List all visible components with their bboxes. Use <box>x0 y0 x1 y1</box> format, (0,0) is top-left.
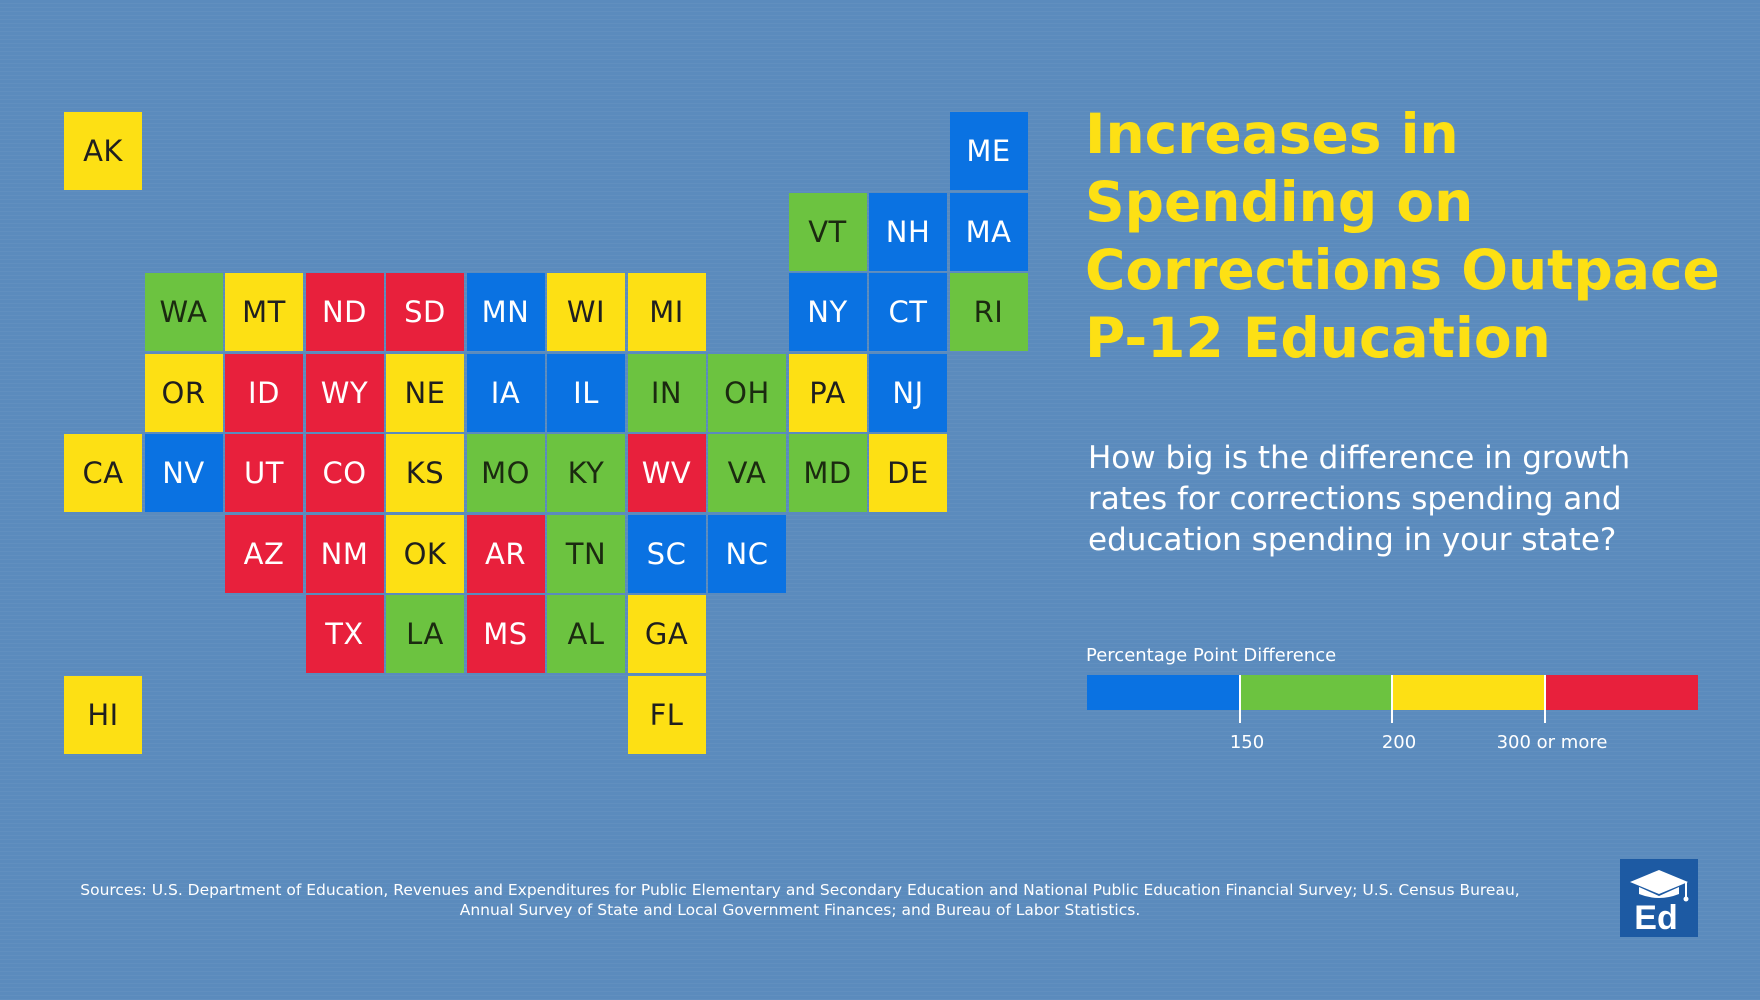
legend-tick-label-300: 300 or more <box>1496 732 1608 753</box>
sources-note: Sources: U.S. Department of Education, R… <box>40 880 1560 920</box>
state-tile-in: IN <box>627 353 706 432</box>
state-tile-ct: CT <box>869 273 947 351</box>
state-tile-co: CO <box>305 434 384 512</box>
state-tile-ar: AR <box>466 514 545 593</box>
legend-title: Percentage Point Difference <box>1086 645 1337 666</box>
state-tile-ak: AK <box>64 112 142 190</box>
state-tile-nm: NM <box>305 514 384 593</box>
legend-tick-200 <box>1391 675 1393 723</box>
state-tile-mi: MI <box>627 273 706 351</box>
sources-line-1: Sources: U.S. Department of Education, R… <box>80 881 1520 899</box>
state-tile-ia: IA <box>466 353 545 432</box>
state-tile-id: ID <box>225 353 303 432</box>
legend-swatch-yellow <box>1392 675 1545 710</box>
state-tile-ut: UT <box>225 434 303 512</box>
state-tile-fl: FL <box>627 675 706 754</box>
sources-line-2: Annual Survey of State and Local Governm… <box>459 901 1141 919</box>
state-tile-nh: NH <box>869 192 947 271</box>
state-tile-map: AK ME VT NH MA WA MT ND SD MN WI MI NY CT RI OR ID WY NE IA… <box>0 0 1050 760</box>
state-tile-nv: NV <box>144 434 223 512</box>
state-tile-vt: VT <box>788 192 867 271</box>
ed-logo-icon: Ed <box>1620 859 1698 937</box>
state-tile-ks: KS <box>386 434 464 512</box>
page-subtitle: How big is the difference in growth rate… <box>1088 440 1631 558</box>
state-tile-sc: SC <box>627 514 706 593</box>
legend-swatch-blue <box>1087 675 1240 710</box>
state-tile-il: IL <box>547 353 625 432</box>
state-tile-nc: NC <box>708 514 786 593</box>
state-tile-wi: WI <box>547 273 625 351</box>
legend-swatch-green <box>1240 675 1392 710</box>
legend-color-bar <box>1087 675 1698 723</box>
state-tile-ga: GA <box>627 595 706 673</box>
state-tile-wv: WV <box>627 434 706 512</box>
state-tile-ma: MA <box>949 192 1028 271</box>
state-tile-ri: RI <box>949 273 1028 351</box>
graduation-cap-icon: Ed <box>1630 870 1689 937</box>
legend-tick-150 <box>1239 675 1241 723</box>
state-tile-la: LA <box>386 595 464 673</box>
state-tile-ms: MS <box>466 595 545 673</box>
state-tile-mt: MT <box>225 273 303 351</box>
state-tile-pa: PA <box>788 353 867 432</box>
state-tile-tx: TX <box>305 595 384 673</box>
legend-swatch-red <box>1545 675 1698 710</box>
state-tile-ne: NE <box>386 353 464 432</box>
legend-tick-300 <box>1544 675 1546 723</box>
state-tile-hi: HI <box>64 675 142 754</box>
legend-tick-label-150: 150 <box>1229 732 1265 753</box>
state-tile-oh: OH <box>708 353 786 432</box>
state-tile-ok: OK <box>386 514 464 593</box>
state-tile-ky: KY <box>547 434 625 512</box>
svg-text:Ed: Ed <box>1634 899 1677 937</box>
state-tile-az: AZ <box>225 514 303 593</box>
state-tile-mn: MN <box>466 273 545 351</box>
state-tile-md: MD <box>788 434 867 512</box>
state-tile-me: ME <box>949 112 1028 190</box>
state-tile-nj: NJ <box>869 353 947 432</box>
state-tile-ca: CA <box>64 434 142 512</box>
state-tile-de: DE <box>869 434 947 512</box>
state-tile-or: OR <box>144 353 223 432</box>
state-tile-wa: WA <box>144 273 223 351</box>
state-tile-mo: MO <box>466 434 545 512</box>
state-tile-sd: SD <box>386 273 464 351</box>
state-tile-va: VA <box>708 434 786 512</box>
state-tile-nd: ND <box>305 273 384 351</box>
state-tile-al: AL <box>547 595 625 673</box>
state-tile-tn: TN <box>547 514 625 593</box>
state-tile-wy: WY <box>305 353 384 432</box>
legend-tick-label-200: 200 <box>1381 732 1417 753</box>
state-tile-ny: NY <box>788 273 867 351</box>
page-title: Increases in Spending on Corrections Out… <box>1085 102 1720 370</box>
